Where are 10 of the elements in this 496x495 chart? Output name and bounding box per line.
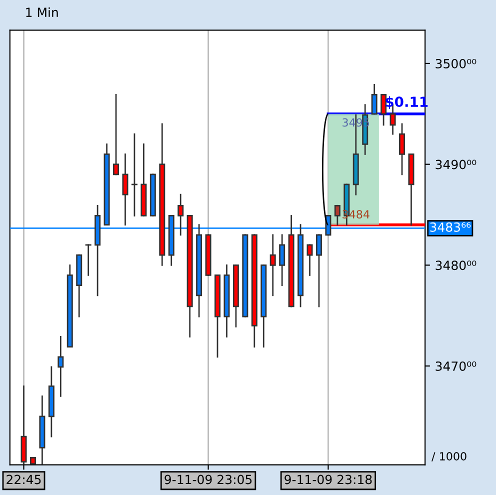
- y-tick-label: 3480⁰⁰: [436, 260, 476, 270]
- chart-title: 1 Min: [26, 7, 58, 17]
- text: / 1000: [432, 452, 466, 462]
- y-tick-label: 3500⁰⁰: [436, 58, 476, 68]
- ref-line-label: 3483⁶⁶: [430, 222, 471, 232]
- x-tick-label: 22:45: [6, 474, 41, 484]
- y-tick-label: 3490⁰⁰: [436, 160, 476, 170]
- y-tick-label: 3470⁰⁰: [436, 361, 476, 371]
- x-tick-label: 9-11-09 23:18: [284, 474, 372, 484]
- x-tick-label: 9-11-09 23:05: [164, 474, 252, 484]
